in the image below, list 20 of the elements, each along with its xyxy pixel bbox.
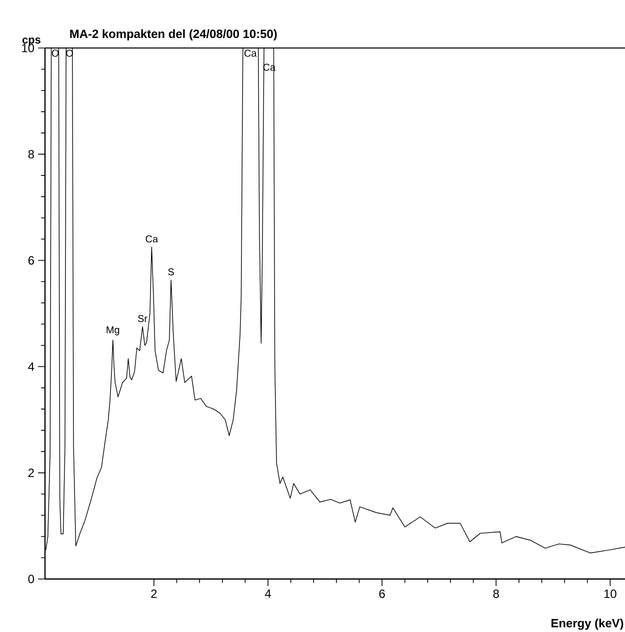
annotation: Mg (106, 326, 120, 336)
x-tick-label: 6 (379, 590, 385, 598)
annotation: O (52, 50, 59, 57)
y-tick-label: 8 (28, 150, 34, 158)
y-axis-title: cps (22, 38, 40, 46)
y-tick-label: 4 (28, 362, 34, 371)
x-axis-title: Energy (keV) (552, 618, 624, 630)
annotation: Ca (244, 50, 257, 57)
chart-title: MA-2 kompakten del (24/08/00 10:50) (70, 29, 277, 40)
annotation: S (168, 268, 174, 276)
y-tick-label: 2 (28, 468, 34, 477)
y-tick-label: 10 (22, 44, 34, 52)
x-tick-label: 4 (264, 590, 271, 598)
x-tick-label: 10 (604, 590, 616, 598)
y-tick-label: 6 (28, 256, 34, 265)
annotation: Sr (138, 315, 148, 322)
y-tick-label: 0 (28, 574, 34, 584)
x-tick-label: 2 (151, 590, 157, 598)
annotation: Ca (146, 235, 158, 242)
x-tick-label: 8 (493, 590, 499, 598)
